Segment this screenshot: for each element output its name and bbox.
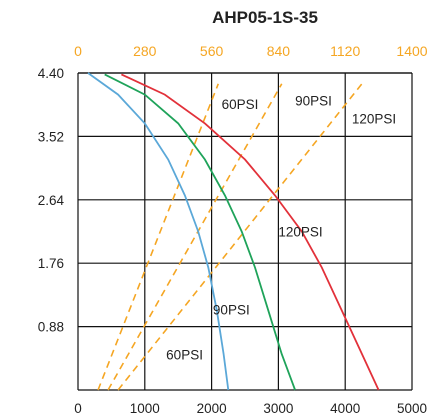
top-axis-tick-label: 1120: [330, 43, 360, 59]
left-axis-tick-label: 3.52: [38, 129, 64, 144]
left-axis-tick-label: 4.40: [38, 66, 64, 81]
grid: [77, 72, 413, 391]
air-line-60psi: [97, 83, 220, 391]
chart-title: AHP05-1S-35: [212, 8, 318, 27]
axis-tick-labels: 0 280 560 840 1120 1400 0 1000 2000 3000 4000 5000 0…: [38, 43, 428, 416]
left-axis-tick-label: 0.88: [38, 320, 64, 335]
top-axis-tick-label: 560: [200, 43, 224, 59]
bottom-axis-tick-label: 5000: [397, 401, 427, 416]
bottom-axis-tick-label: 2000: [197, 401, 227, 416]
bottom-axis-tick-label: 0: [74, 401, 82, 416]
air-line-90psi: [107, 83, 283, 391]
air-consumption-lines: [97, 83, 363, 391]
curve-annotations: 60PSI 90PSI 120PSI 120PSI 90PSI 60PSI: [166, 93, 396, 362]
top-axis-tick-label: 0: [74, 43, 82, 59]
left-axis-tick-label: 1.76: [38, 256, 64, 271]
top-axis-tick-label: 1400: [396, 43, 427, 59]
top-axis-tick-label: 840: [267, 43, 291, 59]
curve-label: 120PSI: [278, 225, 322, 240]
left-axis-tick-label: 2.64: [38, 193, 65, 208]
curve-label: 120PSI: [352, 111, 396, 126]
bottom-axis-tick-label: 4000: [330, 401, 360, 416]
air-line-120psi: [117, 83, 363, 391]
top-axis-tick-label: 280: [133, 43, 157, 59]
bottom-axis-tick-label: 1000: [130, 401, 160, 416]
bottom-axis-tick-label: 3000: [263, 401, 293, 416]
curve-label: 60PSI: [222, 97, 259, 112]
curve-120psi: [121, 73, 380, 391]
curve-label: 90PSI: [295, 93, 332, 108]
curve-label: 90PSI: [213, 302, 250, 317]
curve-60psi: [87, 72, 230, 391]
performance-curves: [87, 72, 380, 391]
curve-label: 60PSI: [166, 348, 203, 363]
curve-90psi: [104, 73, 296, 391]
